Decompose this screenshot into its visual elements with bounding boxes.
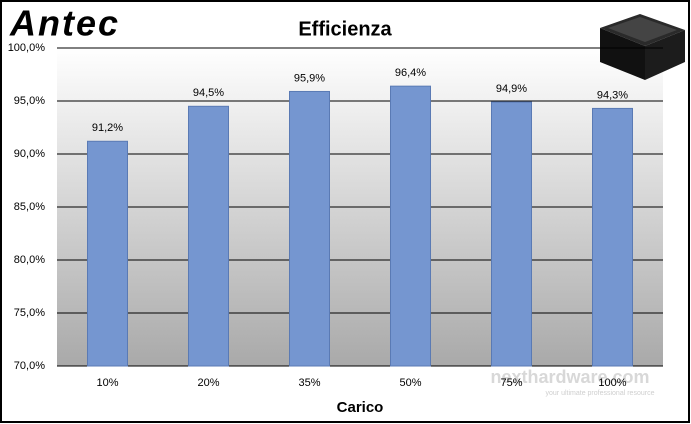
y-tick-label: 90,0% bbox=[14, 148, 45, 160]
bar bbox=[289, 90, 330, 367]
watermark-tagline: your ultimate professional resource bbox=[546, 390, 655, 397]
data-label: 91,2% bbox=[92, 122, 123, 134]
y-tick-label: 85,0% bbox=[14, 201, 45, 213]
x-tick-label: 20% bbox=[197, 377, 219, 389]
x-axis-label: Carico bbox=[337, 399, 384, 416]
bar bbox=[188, 105, 229, 367]
bar bbox=[491, 101, 532, 367]
data-label: 94,5% bbox=[193, 87, 224, 99]
y-tick-label: 80,0% bbox=[14, 254, 45, 266]
data-label: 96,4% bbox=[395, 67, 426, 79]
brand-logo: Antec bbox=[9, 3, 120, 44]
bar bbox=[390, 85, 431, 367]
data-label: 94,9% bbox=[496, 83, 527, 95]
data-label: 94,3% bbox=[597, 89, 628, 101]
bar bbox=[87, 140, 128, 367]
x-tick-label: 100% bbox=[598, 377, 626, 389]
bar bbox=[592, 107, 633, 367]
y-tick-label: 100,0% bbox=[8, 42, 46, 54]
y-tick-label: 95,0% bbox=[14, 95, 45, 107]
x-tick-label: 50% bbox=[399, 377, 421, 389]
chart-title: Efficienza bbox=[298, 18, 392, 40]
y-tick-label: 75,0% bbox=[14, 307, 45, 319]
product-image bbox=[600, 14, 685, 80]
x-tick-label: 10% bbox=[96, 377, 118, 389]
watermark: nexthardware.com bbox=[490, 367, 649, 387]
y-tick-label: 70,0% bbox=[14, 360, 45, 372]
x-tick-label: 35% bbox=[298, 377, 320, 389]
x-tick-label: 75% bbox=[500, 377, 522, 389]
data-label: 95,9% bbox=[294, 72, 325, 84]
